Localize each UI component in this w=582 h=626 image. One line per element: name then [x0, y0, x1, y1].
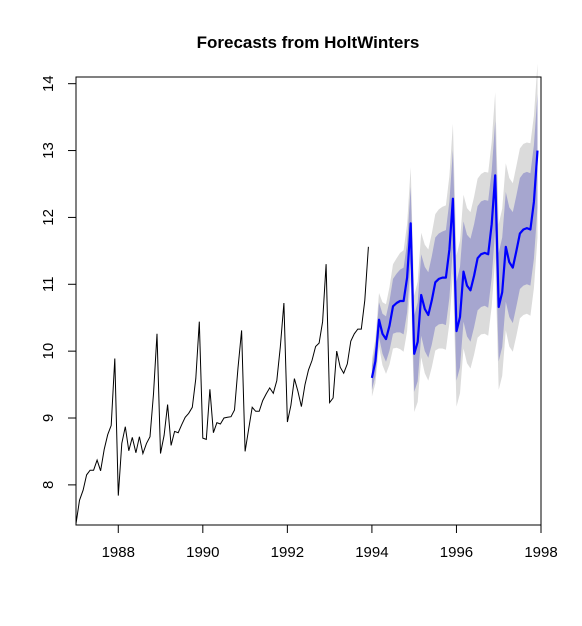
- x-tick-label: 1990: [186, 544, 219, 561]
- chart-title: Forecasts from HoltWinters: [197, 33, 420, 52]
- y-tick-label: 9: [40, 414, 57, 422]
- x-tick-label: 1994: [355, 544, 388, 561]
- x-tick-label: 1998: [524, 544, 557, 561]
- x-tick-label: 1996: [440, 544, 473, 561]
- y-tick-label: 11: [40, 276, 57, 292]
- forecast-series-line: [370, 150, 539, 379]
- observed-series-line: [75, 246, 369, 524]
- y-axis: 8 9 10 11 12 13 14: [40, 75, 77, 489]
- x-tick-label: 1992: [271, 544, 304, 561]
- data-series: [75, 150, 539, 524]
- y-tick-label: 14: [40, 75, 57, 92]
- y-tick-label: 12: [40, 209, 57, 226]
- x-tick-label: 1988: [102, 544, 135, 561]
- x-axis: 1988 1990 1992 1994 1996 1998: [102, 524, 558, 561]
- y-tick-label: 13: [40, 142, 57, 159]
- y-tick-label: 8: [40, 481, 57, 489]
- y-tick-label: 10: [40, 343, 57, 360]
